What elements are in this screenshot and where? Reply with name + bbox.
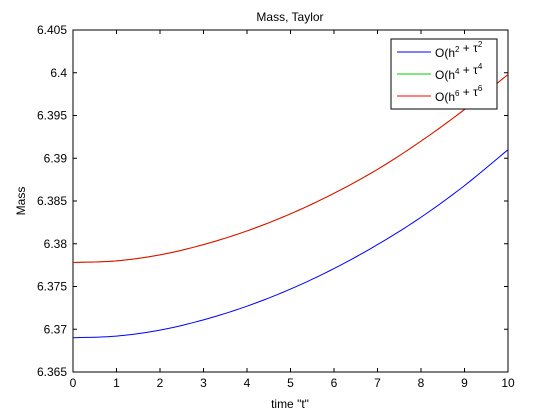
x-axis-title: time "t" bbox=[271, 397, 309, 411]
x-tick-label: 3 bbox=[200, 376, 207, 390]
x-tick-label: 2 bbox=[157, 376, 164, 390]
y-tick-label: 6.4 bbox=[50, 66, 67, 80]
x-tick-label: 6 bbox=[331, 376, 338, 390]
x-tick-label: 1 bbox=[113, 376, 120, 390]
ticks-layer: 0 1 2 3 4 5 6 7 8 9 10 6.365 6.37 6.375 6.38 6.385 6.39 6… bbox=[37, 23, 515, 390]
series-line bbox=[73, 74, 508, 264]
legend: O(h2 + τ2O(h4 + τ4O(h6 + τ6 bbox=[390, 38, 498, 110]
y-tick-label: 6.365 bbox=[37, 365, 67, 379]
x-tick-label: 5 bbox=[287, 376, 294, 390]
y-tick-label: 6.405 bbox=[37, 23, 67, 37]
x-tick-label: 0 bbox=[70, 376, 77, 390]
legend-entry: O(h4 + τ4 bbox=[435, 62, 483, 82]
x-tick-label: 4 bbox=[244, 376, 251, 390]
x-tick-label: 7 bbox=[374, 376, 381, 390]
x-tick-label: 10 bbox=[501, 376, 515, 390]
y-tick-label: 6.37 bbox=[44, 322, 68, 336]
y-tick-label: 6.385 bbox=[37, 194, 67, 208]
chart-title: Mass, Taylor bbox=[256, 10, 323, 24]
x-tick-label: 9 bbox=[461, 376, 468, 390]
y-tick-label: 6.39 bbox=[44, 151, 68, 165]
series-layer bbox=[73, 74, 508, 339]
y-tick-label: 6.375 bbox=[37, 280, 67, 294]
x-tick-label: 8 bbox=[418, 376, 425, 390]
legend-entry: O(h6 + τ6 bbox=[435, 84, 483, 104]
y-tick-label: 6.395 bbox=[37, 109, 67, 123]
y-tick-label: 6.38 bbox=[44, 237, 68, 251]
series-line bbox=[73, 149, 508, 339]
legend-entry: O(h2 + τ2 bbox=[435, 40, 483, 60]
y-axis-title: Mass bbox=[14, 187, 28, 216]
